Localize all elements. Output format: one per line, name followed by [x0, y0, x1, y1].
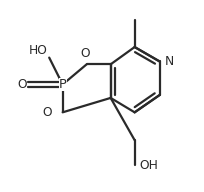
- Text: O: O: [81, 47, 91, 60]
- Text: OH: OH: [140, 159, 158, 172]
- Text: HO: HO: [28, 44, 47, 57]
- Text: N: N: [164, 55, 174, 68]
- Text: O: O: [18, 78, 27, 91]
- Text: P: P: [59, 78, 67, 91]
- Text: O: O: [42, 106, 52, 119]
